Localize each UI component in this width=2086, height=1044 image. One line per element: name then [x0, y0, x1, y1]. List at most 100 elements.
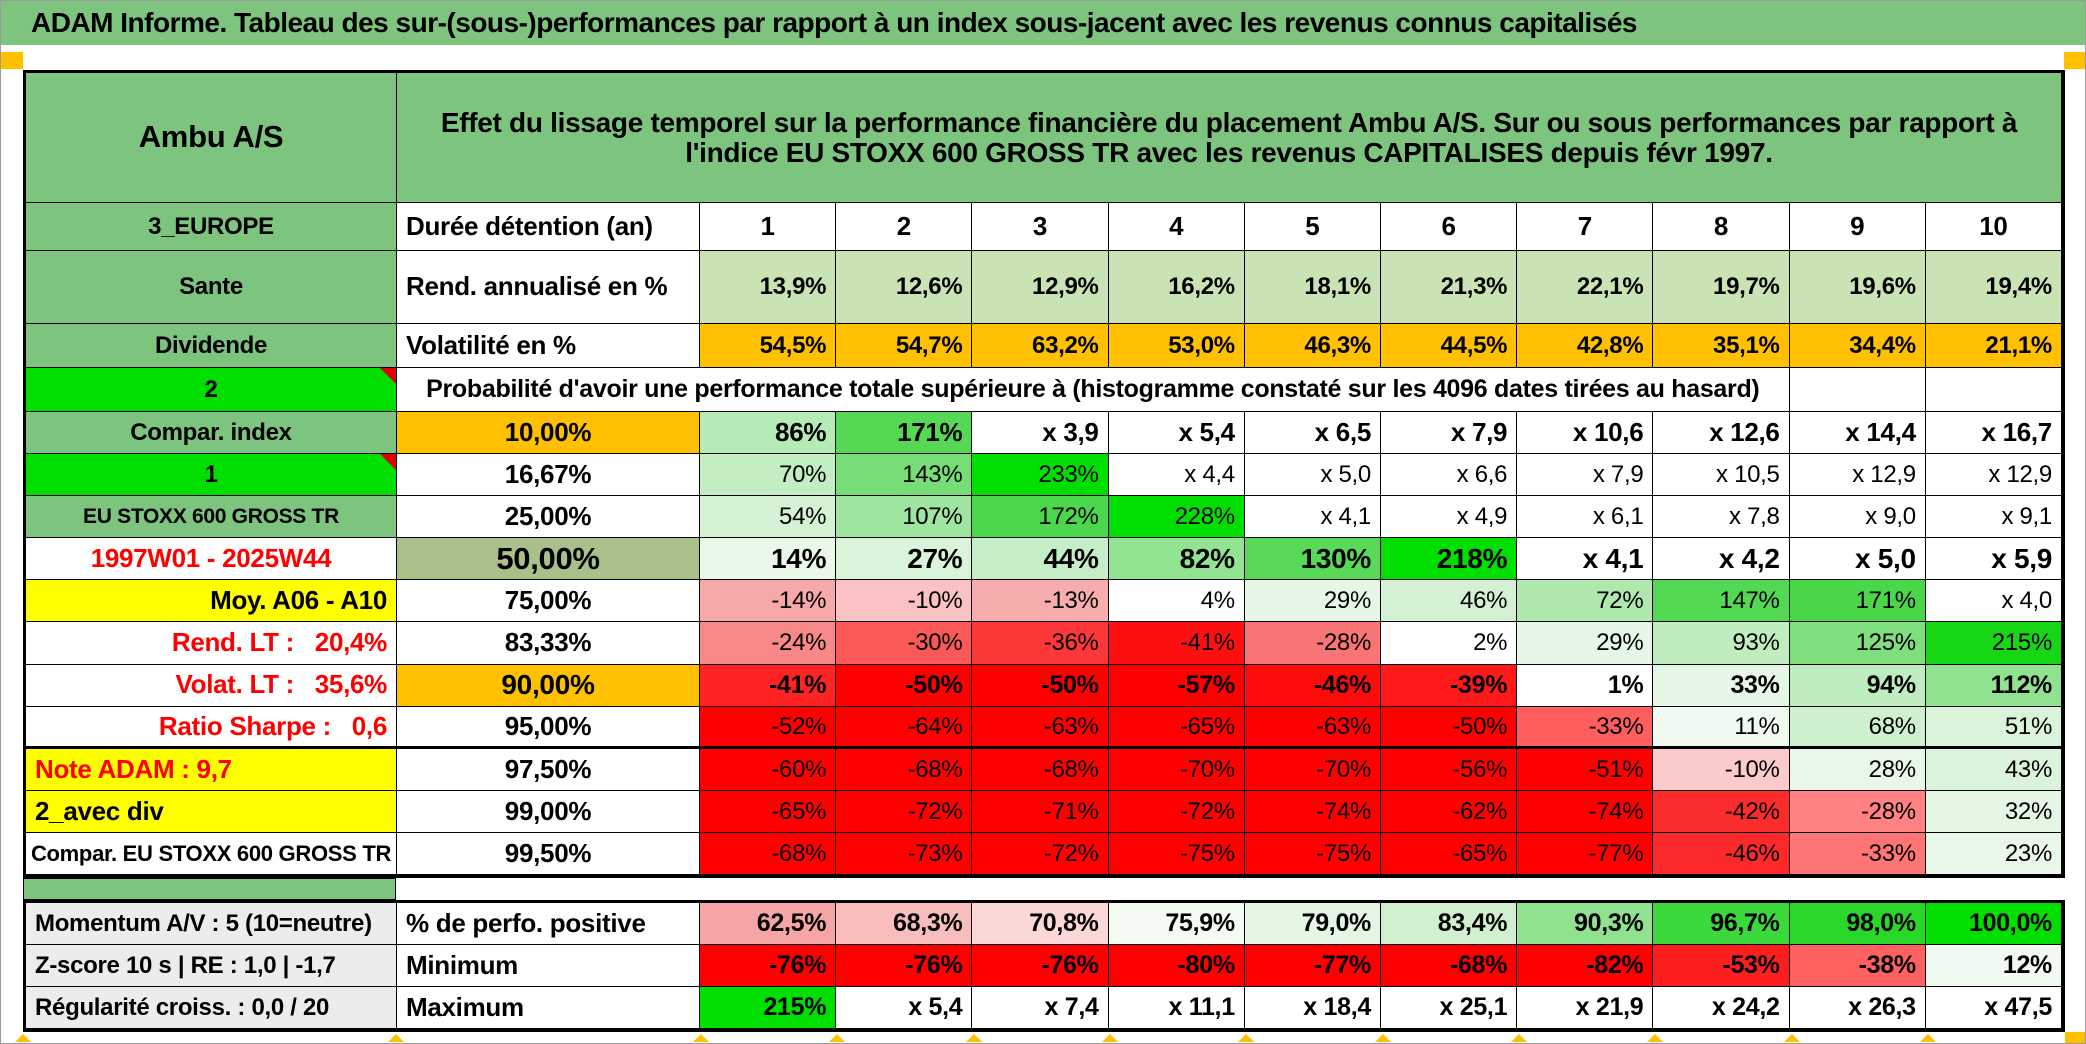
- data-cell[interactable]: 6: [1380, 203, 1518, 251]
- data-cell[interactable]: -63%: [972, 706, 1109, 749]
- data-cell[interactable]: x 9,1: [1925, 496, 2062, 539]
- data-cell[interactable]: x 4,1: [1244, 496, 1381, 539]
- data-cell[interactable]: x 5,4: [836, 987, 973, 1029]
- data-cell[interactable]: x 7,4: [972, 987, 1109, 1029]
- data-cell[interactable]: 2%: [1380, 622, 1518, 665]
- data-cell[interactable]: 34,4%: [1789, 324, 1926, 368]
- data-cell[interactable]: 100,0%: [1925, 903, 2062, 945]
- data-cell[interactable]: 12%: [1925, 945, 2062, 987]
- data-cell[interactable]: 43%: [1925, 748, 2062, 791]
- metric-cell[interactable]: 99,50%: [397, 832, 700, 876]
- data-cell[interactable]: 86%: [700, 412, 837, 455]
- data-cell[interactable]: -72%: [1108, 790, 1245, 833]
- data-cell[interactable]: 171%: [1789, 580, 1926, 623]
- data-cell[interactable]: 44,5%: [1380, 324, 1518, 368]
- data-cell[interactable]: 35,1%: [1653, 324, 1790, 368]
- data-cell[interactable]: -51%: [1517, 748, 1654, 791]
- data-cell[interactable]: -36%: [972, 622, 1109, 665]
- data-cell[interactable]: 62,5%: [700, 903, 837, 945]
- data-cell[interactable]: -68%: [700, 832, 837, 876]
- data-cell[interactable]: 4: [1108, 203, 1245, 251]
- data-cell[interactable]: 8: [1653, 203, 1790, 251]
- data-cell[interactable]: x 5,9: [1925, 538, 2062, 581]
- data-cell[interactable]: x 11,1: [1108, 987, 1245, 1029]
- data-cell[interactable]: -52%: [700, 706, 837, 749]
- data-cell[interactable]: x 26,3: [1789, 987, 1926, 1029]
- metric-cell[interactable]: Minimum: [397, 945, 700, 987]
- data-cell[interactable]: -68%: [836, 748, 973, 791]
- metric-cell[interactable]: Volatilité en %: [397, 324, 700, 368]
- data-cell[interactable]: x 9,0: [1789, 496, 1926, 539]
- data-cell[interactable]: 93%: [1653, 622, 1790, 665]
- metric-cell[interactable]: 75,00%: [397, 580, 700, 623]
- row-label-cell[interactable]: 2_avec div: [26, 790, 397, 833]
- data-cell[interactable]: 112%: [1925, 664, 2062, 707]
- data-cell[interactable]: 53,0%: [1108, 324, 1245, 368]
- data-cell[interactable]: 12,9%: [972, 251, 1109, 324]
- data-cell[interactable]: 54%: [700, 496, 837, 539]
- data-cell[interactable]: 147%: [1653, 580, 1790, 623]
- row-label-cell[interactable]: Sante: [26, 251, 397, 324]
- row-label-cell[interactable]: Note ADAM : 9,7: [26, 748, 397, 791]
- row-label-cell[interactable]: 3_EUROPE: [26, 203, 397, 251]
- data-cell[interactable]: -30%: [836, 622, 973, 665]
- data-cell[interactable]: -80%: [1108, 945, 1245, 987]
- data-cell[interactable]: x 18,4: [1244, 987, 1381, 1029]
- data-cell[interactable]: -50%: [972, 664, 1109, 707]
- data-cell[interactable]: 218%: [1380, 538, 1518, 581]
- data-cell[interactable]: -14%: [700, 580, 837, 623]
- data-cell[interactable]: x 4,1: [1517, 538, 1654, 581]
- data-cell[interactable]: -50%: [836, 664, 973, 707]
- data-cell[interactable]: -10%: [1653, 748, 1790, 791]
- data-cell[interactable]: 23%: [1925, 832, 2062, 876]
- data-cell[interactable]: 63,2%: [972, 324, 1109, 368]
- data-cell[interactable]: 19,6%: [1789, 251, 1926, 324]
- data-cell[interactable]: x 7,8: [1653, 496, 1790, 539]
- row-label-cell[interactable]: Rend. LT : 20,4%: [26, 622, 397, 665]
- data-cell[interactable]: -72%: [972, 832, 1109, 876]
- data-cell[interactable]: 215%: [1925, 622, 2062, 665]
- data-cell[interactable]: -62%: [1380, 790, 1518, 833]
- data-cell[interactable]: -13%: [972, 580, 1109, 623]
- data-cell[interactable]: -72%: [836, 790, 973, 833]
- data-cell[interactable]: 130%: [1244, 538, 1381, 581]
- data-cell[interactable]: -33%: [1517, 706, 1654, 749]
- data-cell[interactable]: x 47,5: [1925, 987, 2062, 1029]
- metric-cell[interactable]: 50,00%: [397, 538, 700, 581]
- data-cell[interactable]: 46%: [1380, 580, 1518, 623]
- row-label-cell[interactable]: 1997W01 - 2025W44: [26, 538, 397, 581]
- data-cell[interactable]: [1925, 368, 2062, 412]
- data-cell[interactable]: -68%: [972, 748, 1109, 791]
- row-label-cell[interactable]: Momentum A/V : 5 (10=neutre): [26, 903, 397, 945]
- data-cell[interactable]: -74%: [1517, 790, 1654, 833]
- data-cell[interactable]: 9: [1789, 203, 1926, 251]
- data-cell[interactable]: -24%: [700, 622, 837, 665]
- row-label-cell[interactable]: Ratio Sharpe : 0,6: [26, 706, 397, 749]
- data-cell[interactable]: 16,2%: [1108, 251, 1245, 324]
- data-cell[interactable]: 21,3%: [1380, 251, 1518, 324]
- row-label-cell[interactable]: Compar. index: [26, 412, 397, 455]
- data-cell[interactable]: x 16,7: [1925, 412, 2062, 455]
- data-cell[interactable]: -41%: [1108, 622, 1245, 665]
- data-cell[interactable]: -71%: [972, 790, 1109, 833]
- data-cell[interactable]: 42,8%: [1517, 324, 1654, 368]
- data-cell[interactable]: 94%: [1789, 664, 1926, 707]
- metric-cell[interactable]: % de perfo. positive: [397, 903, 700, 945]
- row-label-cell[interactable]: 2: [26, 368, 397, 412]
- data-cell[interactable]: 233%: [972, 454, 1109, 497]
- data-cell[interactable]: 54,5%: [700, 324, 837, 368]
- data-cell[interactable]: 215%: [700, 987, 837, 1029]
- metric-cell[interactable]: 95,00%: [397, 706, 700, 749]
- data-cell[interactable]: -42%: [1653, 790, 1790, 833]
- data-cell[interactable]: 83,4%: [1380, 903, 1518, 945]
- data-cell[interactable]: 22,1%: [1517, 251, 1654, 324]
- data-cell[interactable]: x 25,1: [1380, 987, 1518, 1029]
- data-cell[interactable]: 54,7%: [836, 324, 973, 368]
- data-cell[interactable]: 228%: [1108, 496, 1245, 539]
- data-cell[interactable]: 7: [1517, 203, 1654, 251]
- data-cell[interactable]: 5: [1244, 203, 1381, 251]
- metric-cell[interactable]: Probabilité d'avoir une performance tota…: [397, 368, 1790, 412]
- data-cell[interactable]: x 4,0: [1925, 580, 2062, 623]
- data-cell[interactable]: -41%: [700, 664, 837, 707]
- data-cell[interactable]: -74%: [1244, 790, 1381, 833]
